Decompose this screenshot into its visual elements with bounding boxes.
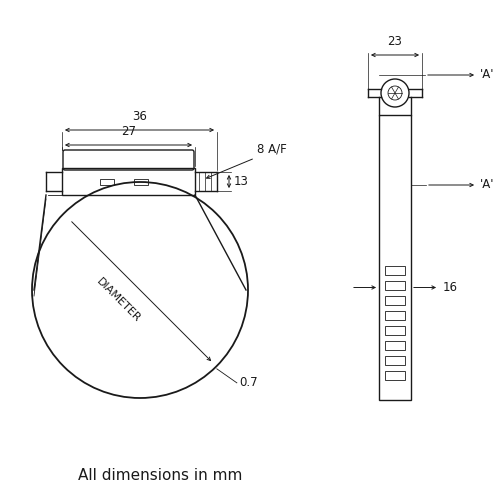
Text: 27: 27 bbox=[121, 125, 136, 138]
Bar bbox=[385, 281, 405, 290]
Text: DIAMETER: DIAMETER bbox=[94, 276, 142, 324]
Bar bbox=[62, 168, 195, 195]
Bar bbox=[385, 356, 405, 365]
Text: 13: 13 bbox=[234, 175, 249, 188]
Bar bbox=[100, 178, 114, 184]
Text: 23: 23 bbox=[388, 35, 402, 48]
Text: 0.7: 0.7 bbox=[239, 376, 258, 390]
Bar bbox=[385, 311, 405, 320]
Bar bbox=[379, 115, 411, 400]
Bar bbox=[134, 178, 148, 184]
Text: 'A': 'A' bbox=[480, 68, 494, 82]
Text: 8 A/F: 8 A/F bbox=[257, 143, 287, 156]
Text: 36: 36 bbox=[132, 110, 147, 123]
Bar bbox=[385, 266, 405, 275]
Bar bbox=[385, 326, 405, 335]
Text: 'A': 'A' bbox=[480, 178, 494, 192]
Bar bbox=[385, 371, 405, 380]
Text: 16: 16 bbox=[443, 281, 458, 294]
Text: All dimensions in mm: All dimensions in mm bbox=[78, 468, 242, 482]
Bar bbox=[385, 341, 405, 350]
Bar bbox=[385, 296, 405, 305]
